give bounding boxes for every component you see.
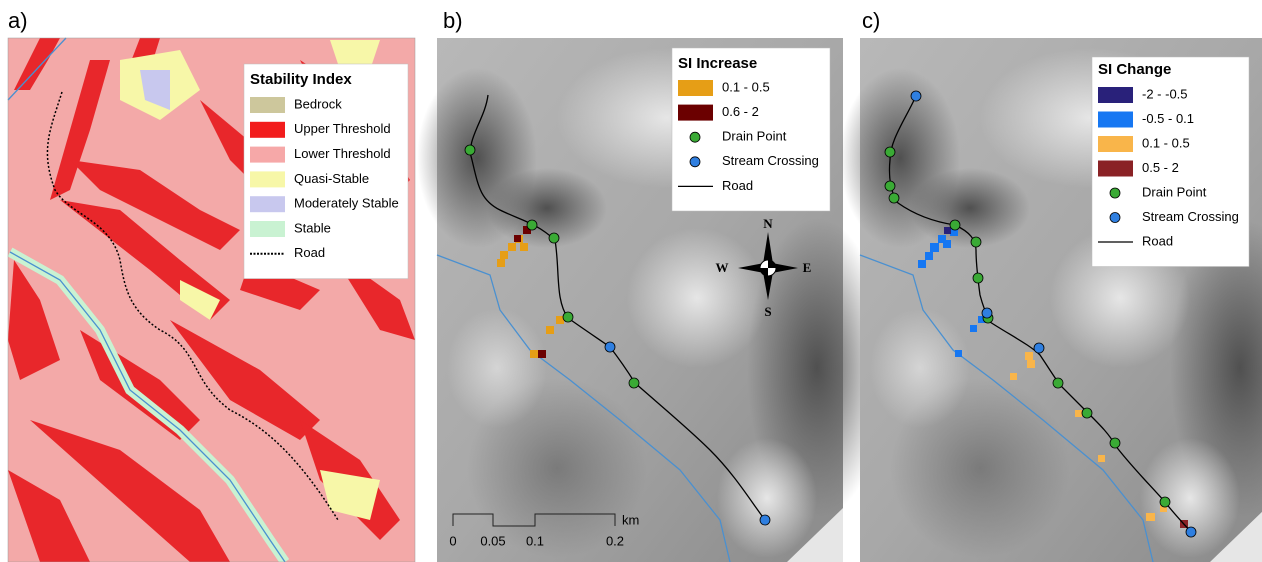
compass-s: S — [764, 304, 771, 319]
scale-label: 0.1 — [526, 533, 544, 548]
legend-point — [1110, 213, 1120, 223]
legend-point — [1110, 188, 1120, 198]
legend-point — [690, 132, 700, 142]
legend-swatch — [678, 80, 713, 96]
legend-label: Bedrock — [294, 96, 342, 111]
legend-swatch — [250, 147, 285, 163]
legend-label: 0.1 - 0.5 — [1142, 135, 1190, 150]
legend-swatch — [1098, 112, 1133, 128]
legend-label: Road — [722, 178, 753, 193]
scale-label: 0.2 — [606, 533, 624, 548]
panel-label: c) — [862, 8, 880, 33]
scale-label: 0.05 — [480, 533, 505, 548]
legend-label: Road — [1142, 233, 1173, 248]
legend-label: 0.5 - 2 — [1142, 160, 1179, 175]
legend-label: Lower Threshold — [294, 146, 391, 161]
legend-point — [690, 157, 700, 167]
legend-swatch — [1098, 136, 1133, 152]
legend-label: 0.6 - 2 — [722, 104, 759, 119]
legend-swatch — [250, 97, 285, 113]
figure: N S W E 0 0.05 0.1 0.2 km a) b) c) — [0, 0, 1262, 562]
compass-n: N — [763, 216, 773, 231]
legend-label: -2 - -0.5 — [1142, 86, 1188, 101]
legend-swatch — [1098, 161, 1133, 177]
compass-w: W — [716, 260, 729, 275]
legend-title: SI Increase — [678, 55, 757, 72]
legend-swatch — [678, 105, 713, 121]
legend-label: Upper Threshold — [294, 121, 391, 136]
legend-label: Road — [294, 245, 325, 260]
legend-label: Quasi-Stable — [294, 171, 369, 186]
legend-label: -0.5 - 0.1 — [1142, 111, 1194, 126]
legend-label: 0.1 - 0.5 — [722, 79, 770, 94]
legend-swatch — [250, 122, 285, 138]
legend-label: Moderately Stable — [294, 196, 399, 211]
legend-label: Drain Point — [1142, 184, 1207, 199]
panel-label: a) — [8, 8, 28, 33]
legend-label: Stream Crossing — [1142, 209, 1239, 224]
legend-title: Stability Index — [250, 71, 352, 88]
legend-swatch — [1098, 87, 1133, 103]
legend-swatch — [250, 171, 285, 187]
legend-label: Stable — [294, 220, 331, 235]
legend-label: Drain Point — [722, 129, 787, 144]
legend-swatch — [250, 221, 285, 237]
compass-e: E — [803, 260, 812, 275]
scale-unit: km — [622, 512, 639, 527]
panel-label: b) — [443, 8, 463, 33]
legend-label: Stream Crossing — [722, 153, 819, 168]
scale-label: 0 — [449, 533, 456, 548]
legend-swatch — [250, 196, 285, 212]
legend-title: SI Change — [1098, 61, 1171, 78]
